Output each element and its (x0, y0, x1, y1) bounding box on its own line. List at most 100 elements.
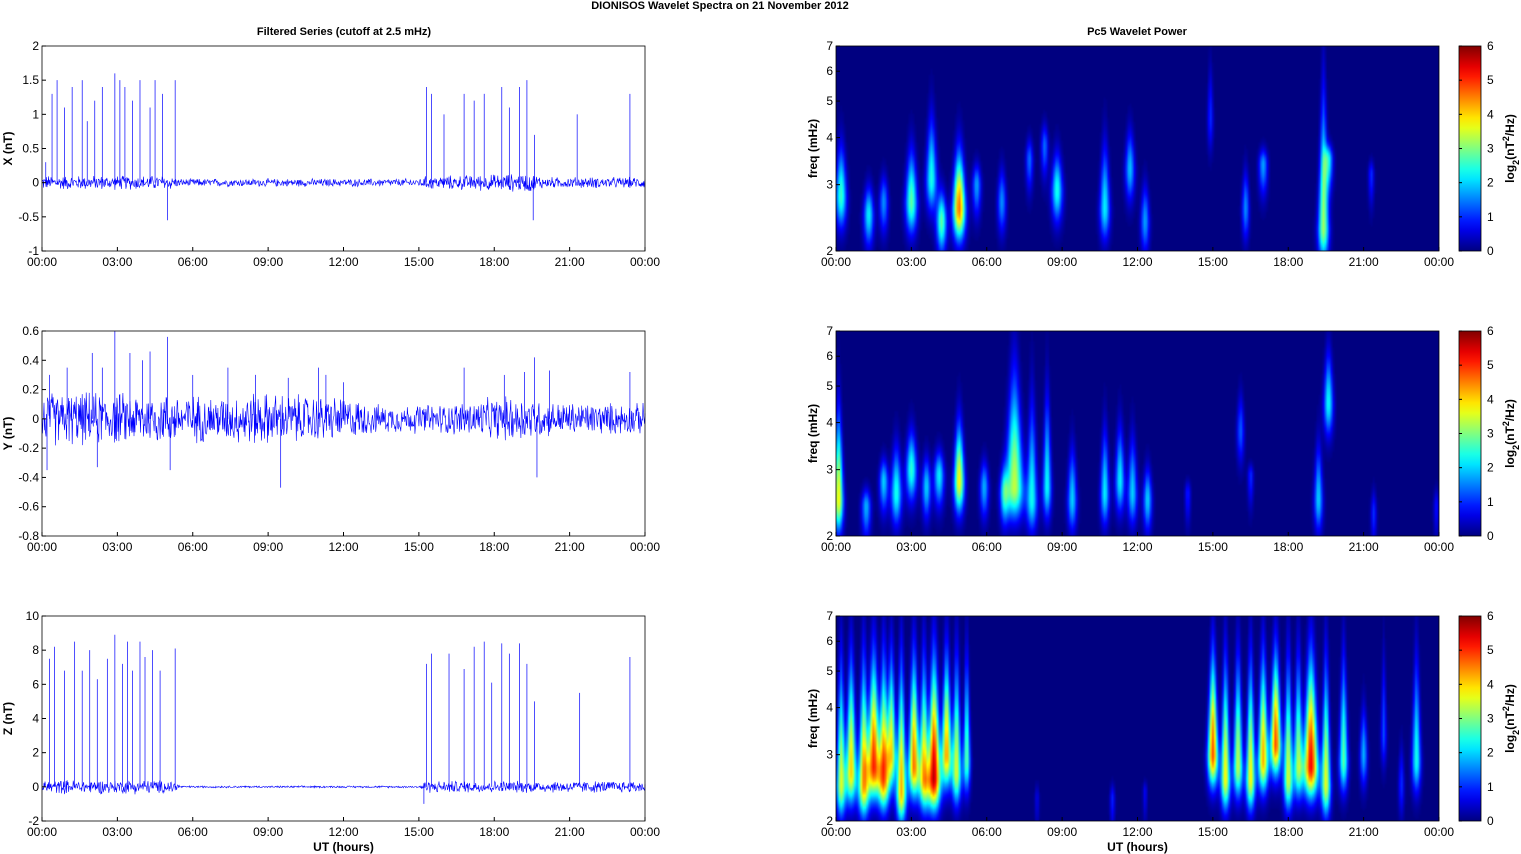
x-tick-label: 03:00 (896, 825, 926, 839)
x-tick-label: 12:00 (328, 825, 358, 839)
y-tick-label: 2 (32, 746, 39, 760)
y-tick-label: 0 (32, 176, 39, 190)
colorbar-label-part: /Hz) (1503, 684, 1517, 706)
y-axis-label: X (nT) (1, 132, 15, 166)
colorbar-tick-label: 0 (1487, 244, 1494, 258)
y-tick-label: -2 (28, 814, 39, 828)
x-tick-label: 21:00 (1349, 255, 1379, 269)
wavelet-panel-y: 2 3 4 5 6 7 freq (mHz) 00:00 03:00 06:00 09:00 12:0… (806, 324, 1521, 554)
x-tick-label: 00:00 (821, 255, 851, 269)
y-tick-label: 3 (826, 748, 833, 762)
colorbar-label-part: /Hz) (1503, 399, 1517, 421)
y-tick-label: 10 (26, 609, 40, 623)
x-tick-label: 21:00 (555, 255, 585, 269)
y-tick-label: 7 (826, 39, 833, 53)
x-tick-label: 15:00 (1198, 825, 1228, 839)
y-tick-label: 7 (826, 609, 833, 623)
y-tick-label: 2 (826, 529, 833, 543)
x-tick-label: 18:00 (1273, 540, 1303, 554)
colorbar-label-part: 2 (1511, 160, 1521, 165)
x-tick-label: 21:00 (555, 540, 585, 554)
wavelet-power-image (836, 46, 1439, 251)
y-tick-label: 0.4 (22, 353, 39, 367)
x-tick-label: 09:00 (1047, 540, 1077, 554)
colorbar-label: log2(nT2/Hz) (1501, 399, 1521, 468)
x-tick-label: 18:00 (479, 825, 509, 839)
x-tick-label: 03:00 (896, 255, 926, 269)
wavelet-panel-x: 2 3 4 5 6 7 freq (mHz) 00:00 03:00 06:00 09:00 12:0… (806, 39, 1521, 269)
x-tick-label: 06:00 (972, 540, 1002, 554)
x-tick-label: 09:00 (1047, 255, 1077, 269)
colorbar-label-part: 2 (1511, 445, 1521, 450)
y-tick-label: -0.4 (18, 470, 39, 484)
x-tick-label: 00:00 (27, 255, 57, 269)
x-tick-label: 12:00 (1122, 540, 1152, 554)
y-tick-label: 2 (826, 814, 833, 828)
x-tick-label: 09:00 (253, 540, 283, 554)
y-axis-label: freq (mHz) (806, 404, 820, 463)
x-tick-label: 03:00 (102, 540, 132, 554)
y-tick-label: 4 (826, 701, 833, 715)
colorbar-tick-label: 5 (1487, 358, 1494, 372)
y-tick-label: 0.2 (22, 383, 39, 397)
colorbar-label-part: 2 (1511, 730, 1521, 735)
x-tick-label: 12:00 (1122, 825, 1152, 839)
wavelet-panel-z: 2 3 4 5 6 7 freq (mHz) 00:00 03:00 06:00 09:00 12:0… (806, 609, 1521, 854)
x-tick-label: 03:00 (102, 255, 132, 269)
x-tick-label: 15:00 (404, 825, 434, 839)
y-axis-label: Y (nT) (1, 417, 15, 451)
colorbar-tick-label: 3 (1487, 712, 1494, 726)
x-axis-label: UT (hours) (1107, 840, 1168, 854)
plot-area (42, 46, 645, 251)
x-tick-label: 00:00 (630, 825, 660, 839)
x-tick-label: 18:00 (1273, 255, 1303, 269)
x-tick-label: 06:00 (178, 540, 208, 554)
x-tick-label: 18:00 (479, 540, 509, 554)
colorbar-tick-label: 6 (1487, 324, 1494, 338)
y-tick-label: 0.5 (22, 142, 39, 156)
colorbar-tick-label: 0 (1487, 529, 1494, 543)
colorbar-label-part: (nT (1503, 426, 1517, 445)
plot-area (42, 331, 645, 536)
x-tick-label: 00:00 (1424, 825, 1454, 839)
x-tick-label: 09:00 (1047, 825, 1077, 839)
colorbar-tick-label: 2 (1487, 746, 1494, 760)
colorbar-label-part: log (1503, 450, 1517, 468)
colorbar-tick-label: 2 (1487, 176, 1494, 190)
y-tick-label: 4 (826, 416, 833, 430)
x-axis-label: UT (hours) (313, 840, 374, 854)
x-tick-label: 09:00 (253, 825, 283, 839)
x-tick-label: 00:00 (821, 540, 851, 554)
x-tick-label: 12:00 (328, 540, 358, 554)
colorbar (1458, 330, 1482, 537)
colorbar-label: log2(nT2/Hz) (1501, 114, 1521, 183)
x-tick-label: 03:00 (896, 540, 926, 554)
colorbar-label-part: log (1503, 165, 1517, 183)
y-tick-label: 4 (826, 131, 833, 145)
colorbar-tick-label: 4 (1487, 677, 1494, 691)
colorbar-tick-label: 5 (1487, 643, 1494, 657)
colorbar-label-part: (nT (1503, 141, 1517, 160)
trace-line (41, 779, 646, 795)
colorbar-tick-label: 5 (1487, 73, 1494, 87)
x-tick-label: 12:00 (1122, 255, 1152, 269)
y-tick-label: -0.6 (18, 500, 39, 514)
colorbar-tick-label: 0 (1487, 814, 1494, 828)
time-series-panel-z: -2 0 2 4 6 8 10 Z (nT) 00:00 03:00 06:00 09:00 12:00… (1, 609, 660, 854)
y-tick-label: 7 (826, 324, 833, 338)
y-tick-label: 5 (826, 664, 833, 678)
x-tick-label: 00:00 (27, 825, 57, 839)
colorbar-tick-label: 1 (1487, 210, 1494, 224)
y-tick-label: 0.6 (22, 324, 39, 338)
panels: -1 -0.5 0 0.5 1 1.5 2 X (nT) 00:00 03:00 06:00 09:0… (1, 39, 1521, 854)
x-tick-label: 15:00 (404, 255, 434, 269)
colorbar-tick-label: 1 (1487, 780, 1494, 794)
colorbar-label-part: log (1503, 735, 1517, 753)
x-tick-label: 15:00 (1198, 540, 1228, 554)
x-tick-label: 00:00 (630, 255, 660, 269)
colorbar-label-part: /Hz) (1503, 114, 1517, 136)
x-tick-label: 06:00 (972, 255, 1002, 269)
y-tick-label: 0 (32, 412, 39, 426)
y-tick-label: 4 (32, 712, 39, 726)
